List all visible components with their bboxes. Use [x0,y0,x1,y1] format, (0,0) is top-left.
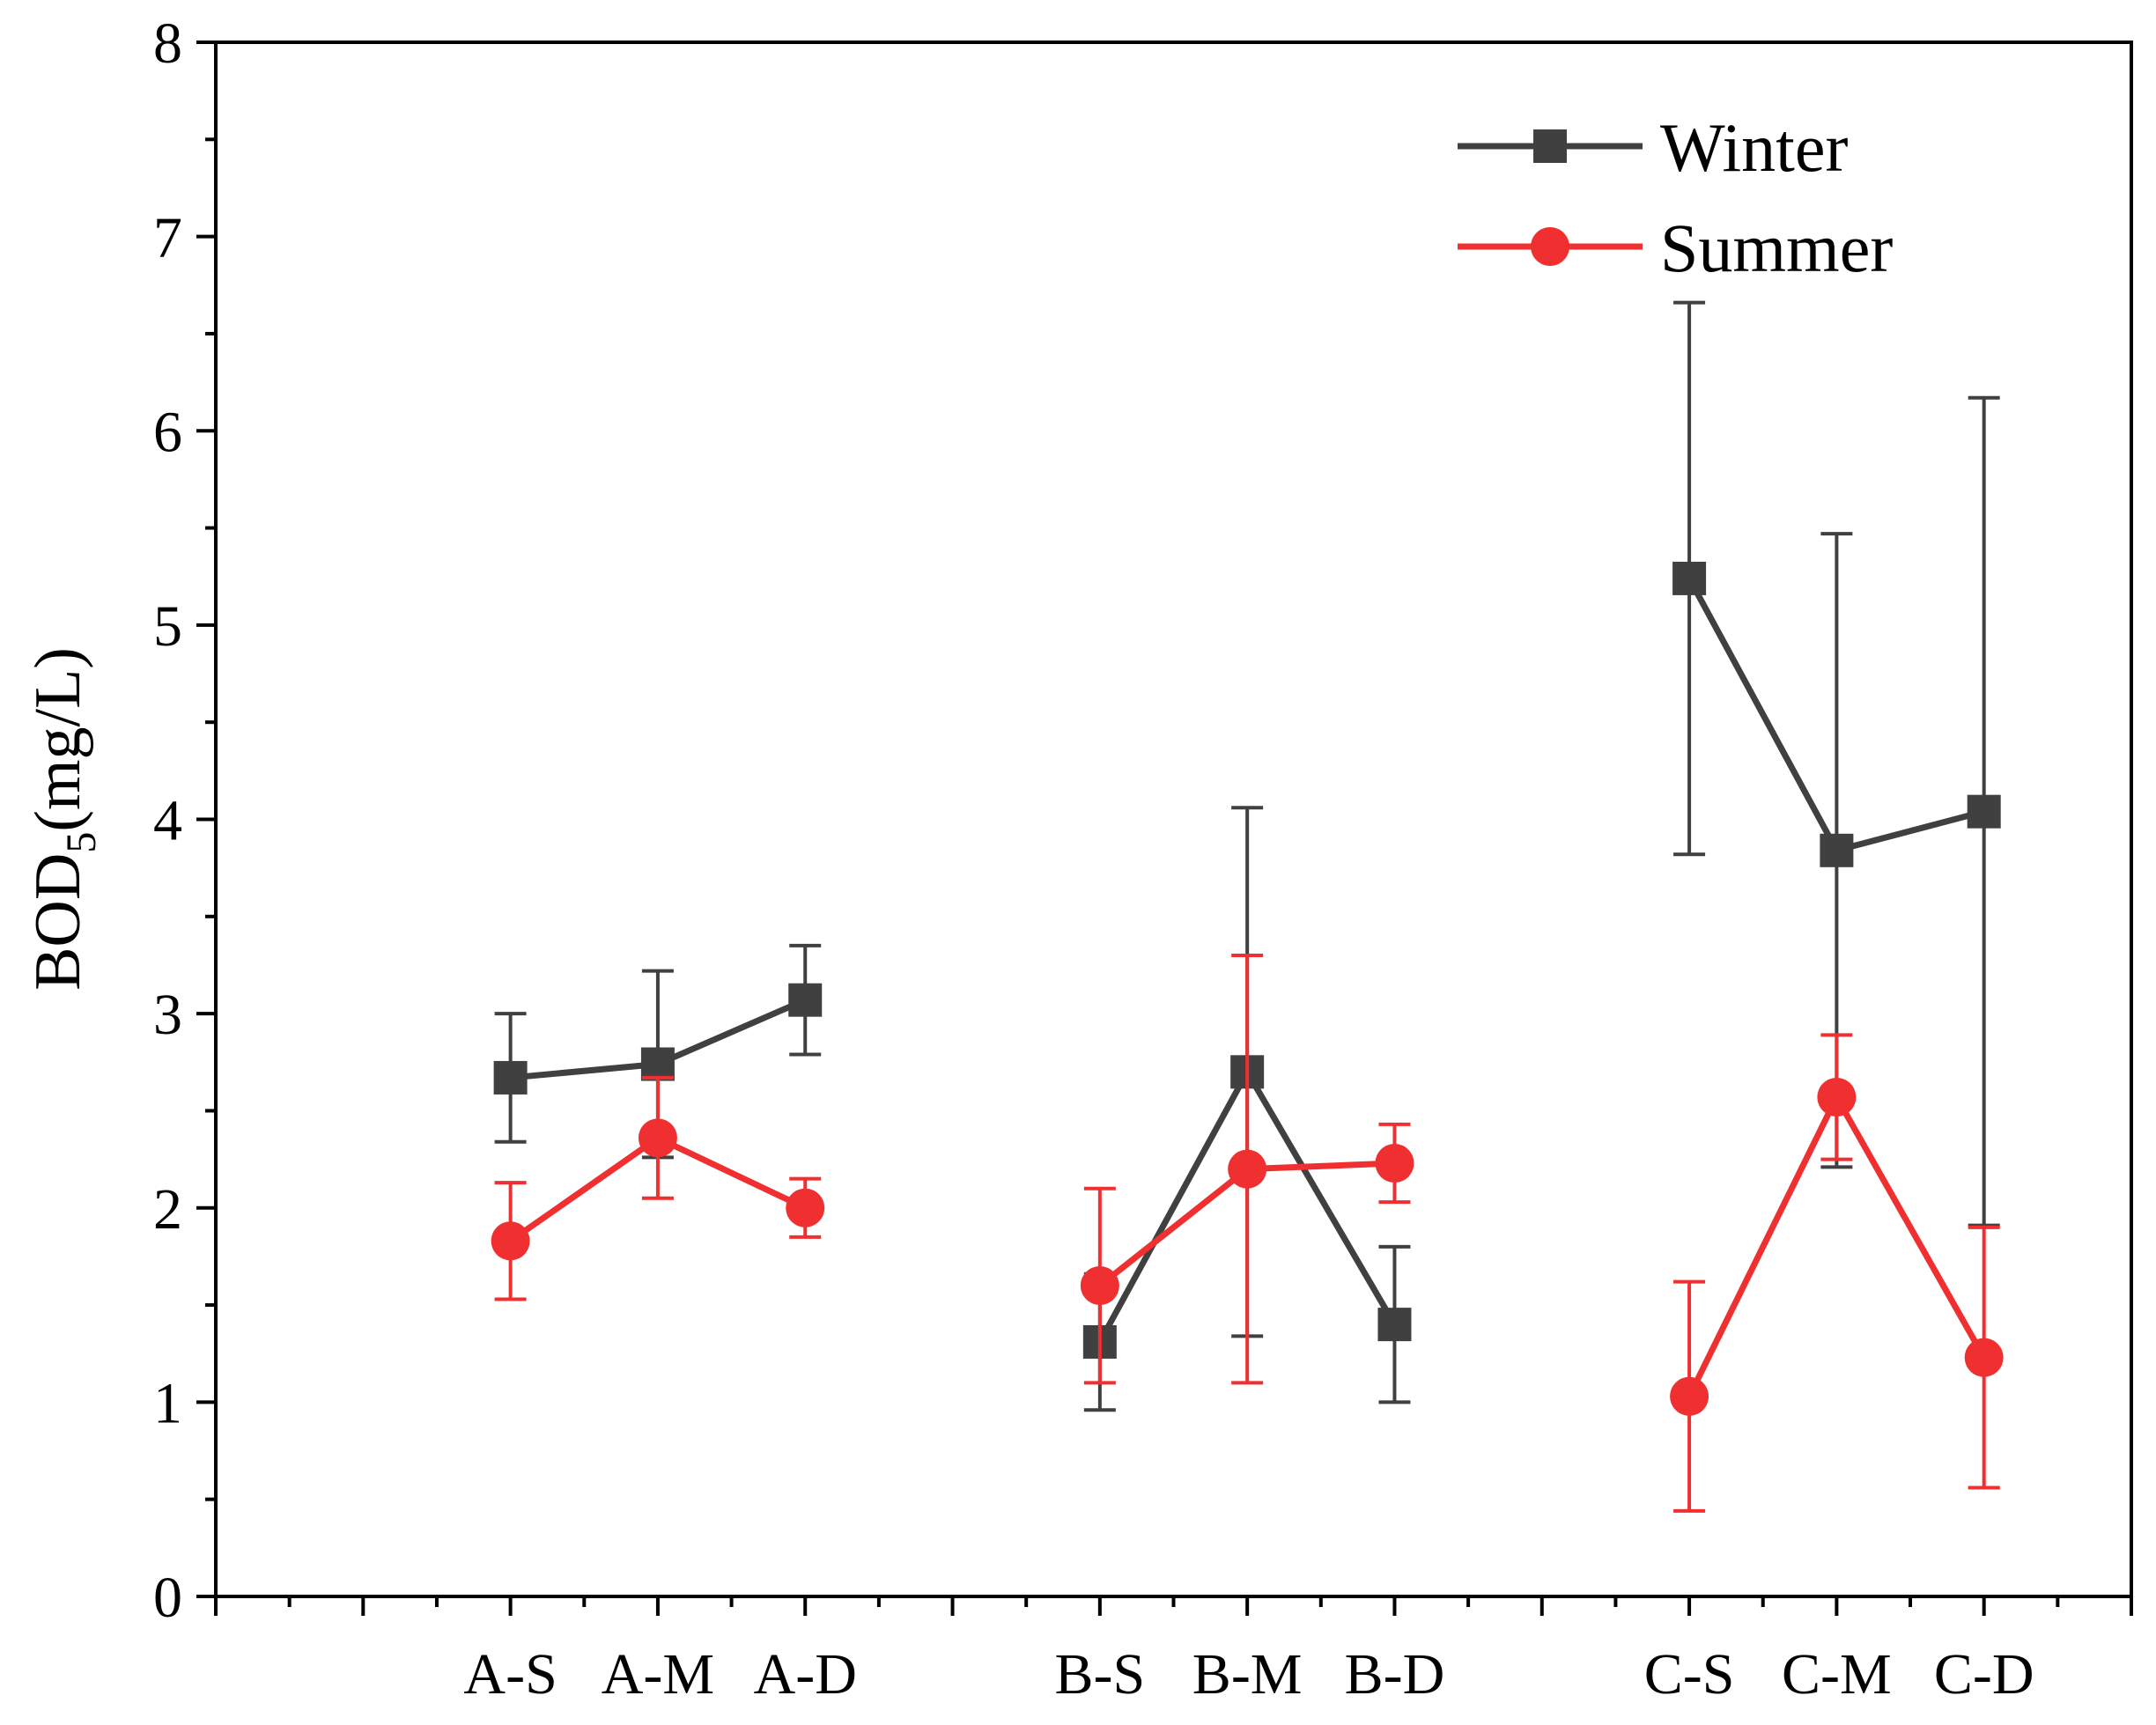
series-summer [491,953,2004,1513]
data-point-winter [1377,1308,1412,1342]
data-point-summer [491,1221,530,1261]
data-point-summer [786,1188,825,1227]
data-point-summer [1228,1149,1267,1189]
y-axis-title-unit: (mg/L) [22,647,94,832]
y-tick-label: 1 [153,1371,182,1435]
data-point-winter [1820,833,1854,867]
legend: Winter Summer [1458,109,1893,286]
series-layer [491,300,2004,1513]
y-axis-title: BOD5(mg/L) [22,647,105,991]
data-point-summer [1375,1144,1414,1183]
data-point-summer [1817,1077,1857,1117]
data-point-winter [493,1060,528,1095]
x-tick-label: C-D [1934,1642,2034,1707]
x-tick-label: B-D [1345,1642,1445,1707]
y-tick-label: 5 [153,594,182,659]
x-axis: A-S A-M A-D B-S B-M B-D C-S C-M C-D [214,1596,2133,1707]
legend-label-summer: Summer [1660,210,1893,286]
x-tick-label: B-M [1192,1642,1303,1707]
y-tick-label: 3 [153,983,182,1047]
y-axis-title-subscript: 5 [58,832,105,853]
legend-marker-winter [1533,129,1567,163]
data-point-winter [640,1047,675,1081]
legend-label-winter: Winter [1660,109,1848,186]
y-tick-label: 6 [153,400,182,464]
y-tick-label: 2 [153,1177,182,1242]
data-point-summer [638,1118,677,1158]
x-tick-label: C-M [1782,1642,1892,1707]
data-point-winter [1967,794,2001,829]
x-tick-label: A-D [754,1642,857,1707]
data-point-winter [788,983,823,1017]
data-point-summer [1670,1376,1709,1416]
x-tick-label: A-S [463,1642,557,1707]
legend-marker-summer [1531,227,1569,266]
x-tick-label: B-S [1054,1642,1145,1707]
y-axis: 0 1 2 3 4 5 6 7 8 [153,11,216,1630]
y-tick-label: 8 [153,11,182,76]
y-axis-title-main: BOD [22,853,94,991]
y-tick-label: 7 [153,206,182,270]
y-tick-label: 0 [153,1566,182,1630]
data-point-summer [1080,1266,1119,1305]
x-tick-label: A-M [602,1642,714,1707]
data-point-summer [1964,1338,2004,1377]
data-point-winter [1672,561,1707,595]
y-tick-label: 4 [153,789,182,853]
x-tick-label: C-S [1644,1642,1735,1707]
